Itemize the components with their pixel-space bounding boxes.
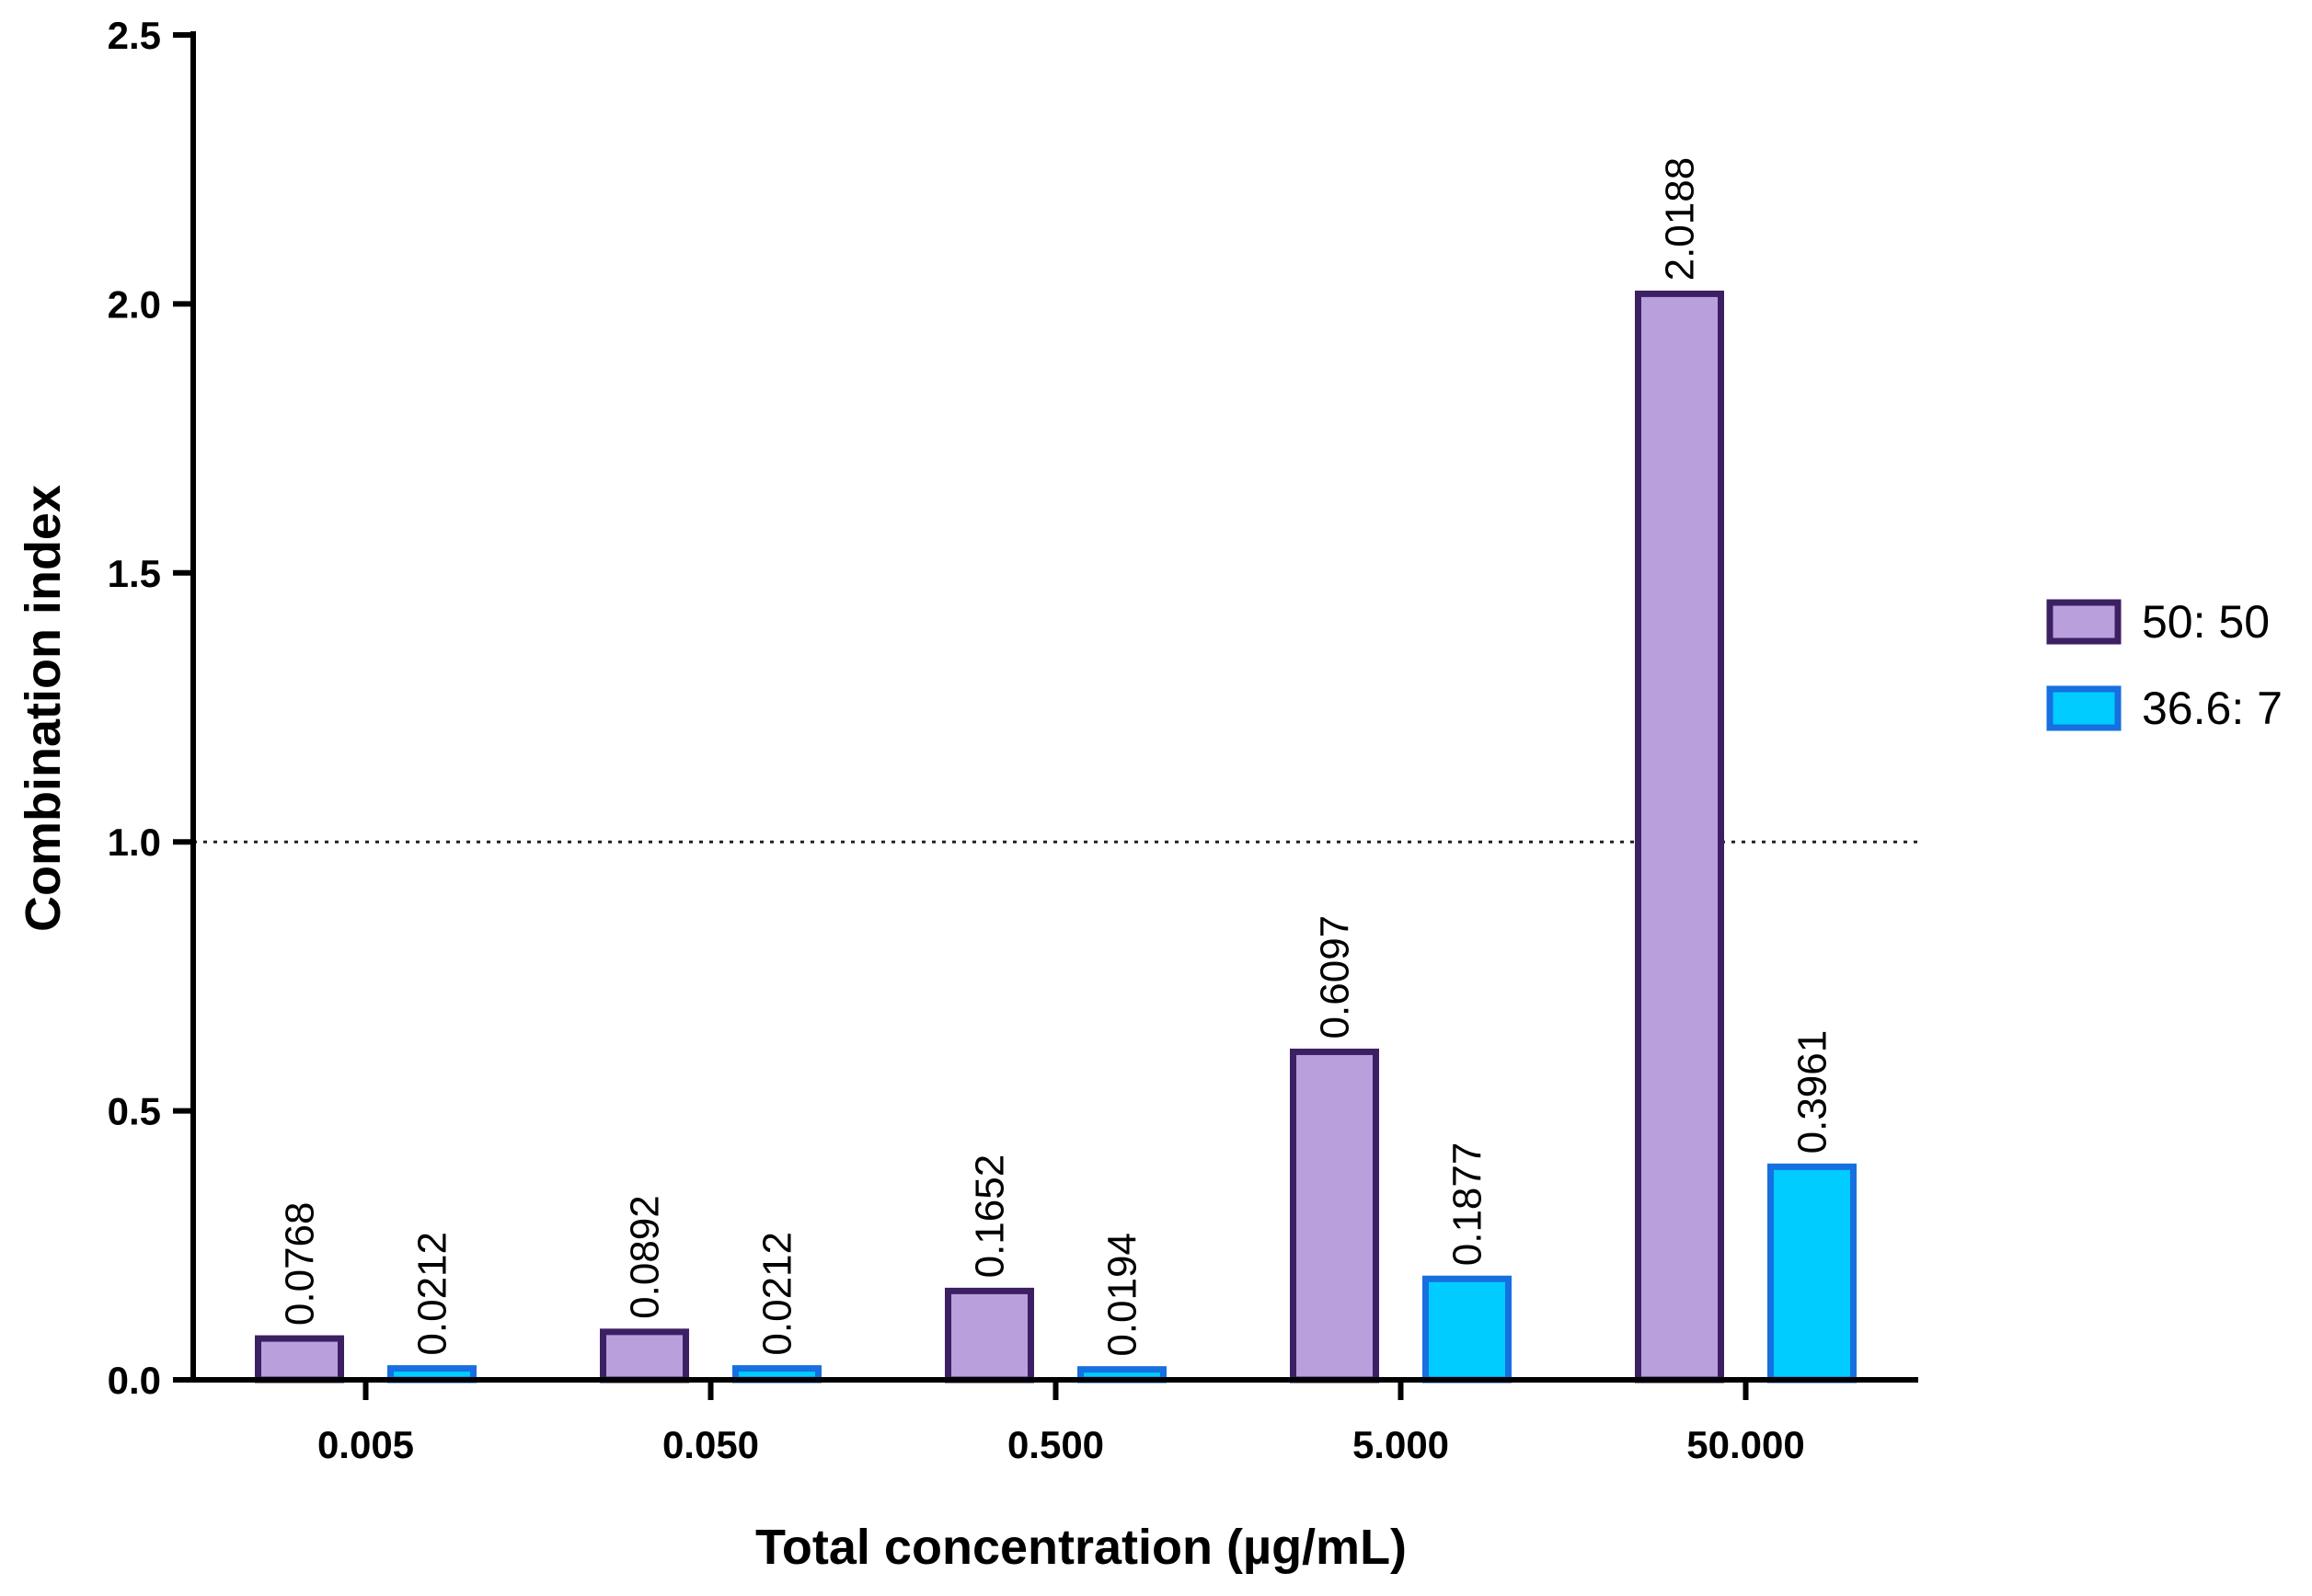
bar-50-50-0-500 — [945, 1287, 1034, 1384]
x-tick-label-50-000: 50.000 — [1686, 1423, 1804, 1466]
bar-50-50-50-000 — [1635, 290, 1724, 1384]
y-tick-label-0-5: 0.5 — [108, 1090, 161, 1133]
data-label-36-6-7-5-000: 0.1877 — [1445, 1142, 1490, 1267]
bar-50-50-0-005 — [255, 1335, 344, 1384]
data-label-36-6-7-0-500: 0.0194 — [1100, 1233, 1145, 1357]
legend-swatch-36-6-7 — [2046, 685, 2122, 731]
x-tick-label-5-000: 5.000 — [1352, 1423, 1449, 1466]
legend-label-36-6-7: 36.6: 7 — [2142, 683, 2283, 734]
legend: 50: 50 36.6: 7 — [2046, 596, 2283, 734]
data-label-50-50-0-050: 0.0892 — [623, 1195, 668, 1319]
data-label-50-50-50-000: 2.0188 — [1658, 157, 1703, 281]
data-label-36-6-7-0-005: 0.0212 — [410, 1232, 455, 1356]
bar-layer — [255, 290, 1857, 1384]
axis-layer: 0.0 0.5 1.0 1.5 2.0 2.5 0.005 0.050 0.500 5.000 50… — [108, 14, 1918, 1466]
data-label-50-50-5-000: 0.6097 — [1313, 915, 1358, 1039]
y-axis-title: Combination index — [16, 485, 71, 932]
data-label-50-50-0-005: 0.0768 — [278, 1202, 323, 1326]
y-tick-label-0-0: 0.0 — [108, 1359, 161, 1402]
y-tick-label-1-0: 1.0 — [108, 821, 161, 864]
x-axis-title: Total concentration (µg/mL) — [755, 1520, 1407, 1575]
legend-swatch-50-50 — [2046, 599, 2122, 645]
x-tick-label-0-005: 0.005 — [317, 1423, 414, 1466]
data-label-50-50-0-500: 0.1652 — [968, 1154, 1013, 1279]
bar-36-6-7-5-000 — [1422, 1275, 1512, 1384]
y-tick-label-1-5: 1.5 — [108, 552, 161, 595]
y-tick-label-2-5: 2.5 — [108, 14, 161, 57]
x-tick-label-0-500: 0.500 — [1007, 1423, 1104, 1466]
x-tick-label-0-050: 0.050 — [662, 1423, 759, 1466]
bar-36-6-7-50-000 — [1767, 1163, 1857, 1384]
y-tick-label-2-0: 2.0 — [108, 282, 161, 326]
data-label-36-6-7-50-000: 0.3961 — [1790, 1030, 1835, 1154]
data-label-36-6-7-0-050: 0.0212 — [755, 1232, 800, 1356]
bar-50-50-0-050 — [600, 1328, 689, 1384]
legend-label-50-50: 50: 50 — [2142, 596, 2270, 648]
data-label-layer: 0.0768 0.0892 0.1652 0.6097 2.0188 0.0212 0.02… — [278, 157, 1835, 1357]
bar-50-50-5-000 — [1290, 1048, 1379, 1384]
